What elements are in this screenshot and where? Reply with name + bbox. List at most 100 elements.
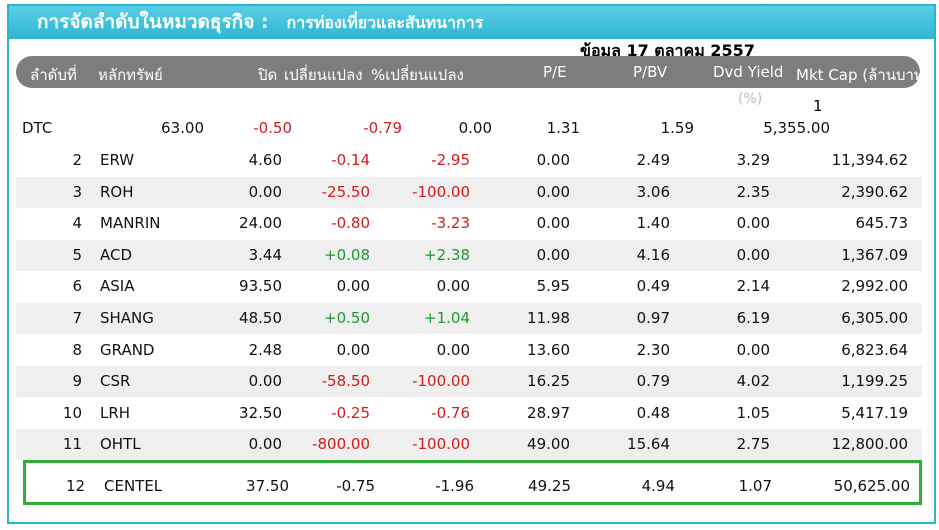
banner-title: การจัดลำดับในหมวดธุรกิจ : <box>37 11 269 33</box>
cell-pbv: 2.30 <box>636 340 670 359</box>
cell-rank: 9 <box>72 372 82 391</box>
cell-close: 0.00 <box>248 435 282 454</box>
cell-symbol: MANRIN <box>100 214 161 233</box>
cell-pe: 5.95 <box>536 277 570 296</box>
cell-mktcap: 2,390.62 <box>841 182 908 201</box>
cell-close: 37.50 <box>246 477 289 495</box>
first-row-rank: 1 <box>813 97 823 115</box>
cell-mktcap: 5,355.00 <box>763 119 830 137</box>
cell-mktcap: 1,367.09 <box>841 245 908 264</box>
cell-pbv: 4.16 <box>636 245 670 264</box>
cell-change: -25.50 <box>321 182 370 201</box>
cell-pe: 49.25 <box>528 477 571 495</box>
cell-symbol: SHANG <box>100 309 154 327</box>
cell-rank: 4 <box>72 214 82 233</box>
cell-close: 24.00 <box>239 214 282 233</box>
table-row: 11 OHTL 0.00 -800.00 -100.00 49.00 15.64 2.75 12… <box>16 429 922 461</box>
cell-change: -58.50 <box>321 372 370 391</box>
cell-symbol: DTC <box>22 119 53 137</box>
dvd-unit: (%) <box>738 91 763 107</box>
cell-close: 0.00 <box>248 372 282 391</box>
cell-dvd: 1.07 <box>738 477 772 495</box>
table-row: 9 CSR 0.00 -58.50 -100.00 16.25 0.79 4.02 1,199.… <box>16 366 922 398</box>
cell-dvd: 0.00 <box>736 340 770 359</box>
cell-dvd: 1.05 <box>736 403 770 422</box>
cell-pct-change: -0.76 <box>431 403 470 422</box>
cell-symbol: CENTEL <box>104 477 163 495</box>
cell-symbol: CSR <box>100 372 131 391</box>
cell-change: +0.08 <box>324 245 370 264</box>
cell-pct-change: +2.38 <box>424 245 470 264</box>
cell-close: 48.50 <box>239 309 282 327</box>
cell-close: 32.50 <box>239 403 282 422</box>
cell-change: +0.50 <box>324 309 370 327</box>
cell-close: 3.44 <box>248 245 282 264</box>
cell-pbv: 0.79 <box>636 372 670 391</box>
cell-rank: 2 <box>72 151 82 169</box>
table-row: 10 LRH 32.50 -0.25 -0.76 28.97 0.48 1.05 5,417.1… <box>16 398 922 429</box>
cell-pct-change: 0.00 <box>436 340 470 359</box>
cell-dvd: 4.02 <box>736 372 770 391</box>
col-change: เปลี่ยนแปลง <box>284 66 363 84</box>
cell-pbv: 2.49 <box>636 151 670 169</box>
cell-mktcap: 6,823.64 <box>841 340 908 359</box>
cell-change: 0.00 <box>336 340 370 359</box>
cell-mktcap: 645.73 <box>855 214 909 233</box>
cell-pbv: 0.97 <box>636 309 670 327</box>
data-date: ข้อมูล 17 ตุลาคม 2557 <box>580 41 755 60</box>
table-row: 3 ROH 0.00 -25.50 -100.00 0.00 3.06 2.35 2,390.6… <box>16 176 922 208</box>
cell-close: 93.50 <box>239 277 282 296</box>
cell-pbv: 15.64 <box>627 435 670 454</box>
cell-pct-change: -0.79 <box>363 119 402 137</box>
cell-dvd: 2.35 <box>736 182 770 201</box>
cell-dvd: 1.59 <box>660 119 694 137</box>
cell-symbol: ROH <box>100 182 134 201</box>
cell-pe: 0.00 <box>536 214 570 233</box>
cell-change: -800.00 <box>312 435 370 454</box>
cell-pe: 0.00 <box>536 245 570 264</box>
section-banner: การจัดลำดับในหมวดธุรกิจ : การท่องเที่ยวแล… <box>9 6 934 39</box>
col-security: หลักทรัพย์ <box>98 66 163 84</box>
cell-pct-change: -1.96 <box>435 477 474 495</box>
cell-symbol: LRH <box>100 403 131 422</box>
cell-close: 2.48 <box>248 340 282 359</box>
cell-mktcap: 2,992.00 <box>841 277 908 296</box>
cell-symbol: OHTL <box>100 435 141 454</box>
cell-pe: 28.97 <box>527 403 570 422</box>
cell-dvd: 2.14 <box>736 277 770 296</box>
cell-change: -0.25 <box>331 403 370 422</box>
cell-pbv: 1.40 <box>636 214 670 233</box>
banner-category: การท่องเที่ยวและสันทนาการ <box>286 13 484 32</box>
table-row-first: DTC 63.00 -0.50 -0.79 0.00 1.31 1.59 5,3… <box>16 113 922 144</box>
cell-pct-change: -2.95 <box>431 151 470 169</box>
table-header: ลำดับที่ หลักทรัพย์ ปิด เปลี่ยนแปลง %เปล… <box>16 56 930 88</box>
table-row: 4 MANRIN 24.00 -0.80 -3.23 0.00 1.40 0.00 645.73 <box>16 208 922 239</box>
cell-mktcap: 5,417.19 <box>841 403 908 422</box>
table-row: 8 GRAND 2.48 0.00 0.00 13.60 2.30 0.00 6,823.64 <box>16 335 922 366</box>
col-rank: ลำดับที่ <box>30 66 77 84</box>
cell-mktcap: 11,394.62 <box>831 151 908 169</box>
cell-pbv: 4.94 <box>641 477 675 495</box>
cell-pct-change: -100.00 <box>412 435 470 454</box>
cell-rank: 3 <box>72 182 82 201</box>
cell-rank: 8 <box>72 340 82 359</box>
cell-pct-change: 0.00 <box>436 277 470 296</box>
highlighted-row: 12 CENTEL 37.50 -0.75 -1.96 49.25 4.94 1… <box>23 460 922 505</box>
cell-dvd: 0.00 <box>736 245 770 264</box>
cell-rank: 7 <box>72 309 82 327</box>
cell-pct-change: -3.23 <box>431 214 470 233</box>
cell-pe: 16.25 <box>527 372 570 391</box>
cell-symbol: ASIA <box>100 277 135 296</box>
cell-mktcap: 1,199.25 <box>841 372 908 391</box>
col-pct-change: %เปลี่ยนแปลง <box>371 66 464 84</box>
cell-pe: 49.00 <box>527 435 570 454</box>
cell-change: 0.00 <box>336 277 370 296</box>
cell-rank: 11 <box>62 435 82 454</box>
cell-mktcap: 12,800.00 <box>831 435 908 454</box>
cell-dvd: 3.29 <box>736 151 770 169</box>
cell-close: 0.00 <box>248 182 282 201</box>
cell-symbol: ACD <box>100 245 133 264</box>
table-row: 2 ERW 4.60 -0.14 -2.95 0.00 2.49 3.29 11,394.62 <box>16 145 922 176</box>
table-row: 6 ASIA 93.50 0.00 0.00 5.95 0.49 2.14 2,992.00 <box>16 271 922 302</box>
cell-pbv: 0.48 <box>636 403 670 422</box>
